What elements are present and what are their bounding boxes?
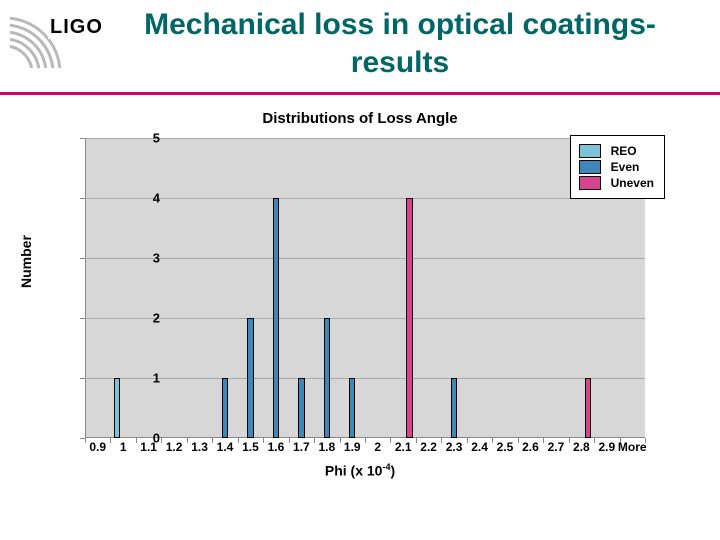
bar bbox=[273, 198, 279, 438]
bar bbox=[222, 378, 228, 438]
legend-swatch bbox=[579, 144, 601, 158]
x-tick-label: 2.8 bbox=[573, 440, 590, 454]
legend-item: Uneven bbox=[579, 176, 654, 190]
x-tick-mark bbox=[467, 438, 468, 443]
plot-area bbox=[85, 138, 645, 438]
y-tick-mark bbox=[80, 198, 85, 199]
x-tick-label: 2.2 bbox=[420, 440, 437, 454]
y-tick-mark bbox=[80, 378, 85, 379]
x-tick-label: 2.6 bbox=[522, 440, 539, 454]
bar bbox=[406, 198, 412, 438]
x-tick-mark bbox=[594, 438, 595, 443]
y-tick-label: 4 bbox=[130, 191, 160, 206]
bar bbox=[247, 318, 253, 438]
slide-title: Mechanical loss in optical coatings-resu… bbox=[120, 6, 680, 81]
y-tick-label: 2 bbox=[130, 311, 160, 326]
bar bbox=[349, 378, 355, 438]
x-tick-label: 1.8 bbox=[318, 440, 335, 454]
grid-line bbox=[85, 378, 645, 379]
header-rule bbox=[0, 92, 720, 95]
grid-line bbox=[85, 198, 645, 199]
x-tick-label: More bbox=[618, 440, 647, 454]
y-tick-label: 3 bbox=[130, 251, 160, 266]
x-tick-label: 2.7 bbox=[548, 440, 565, 454]
bar bbox=[451, 378, 457, 438]
x-tick-mark bbox=[569, 438, 570, 443]
x-tick-label: 1.1 bbox=[140, 440, 157, 454]
x-tick-mark bbox=[212, 438, 213, 443]
x-tick-label: 1.5 bbox=[242, 440, 259, 454]
x-tick-mark bbox=[161, 438, 162, 443]
x-tick-label: 0.9 bbox=[89, 440, 106, 454]
x-tick-label: 1.6 bbox=[268, 440, 285, 454]
legend-label: Uneven bbox=[611, 176, 654, 190]
legend-swatch bbox=[579, 176, 601, 190]
x-tick-mark bbox=[543, 438, 544, 443]
y-tick-label: 5 bbox=[130, 131, 160, 146]
y-tick-mark bbox=[80, 258, 85, 259]
grid-line bbox=[85, 318, 645, 319]
y-tick-mark bbox=[80, 138, 85, 139]
x-tick-mark bbox=[340, 438, 341, 443]
y-tick-mark bbox=[80, 318, 85, 319]
x-tick-mark bbox=[365, 438, 366, 443]
x-tick-label: 1.3 bbox=[191, 440, 208, 454]
x-tick-label: 1 bbox=[120, 440, 127, 454]
x-tick-label: 1.2 bbox=[166, 440, 183, 454]
loss-angle-chart: Distributions of Loss Angle Number REO E… bbox=[40, 110, 680, 490]
x-tick-mark bbox=[390, 438, 391, 443]
bar bbox=[298, 378, 304, 438]
x-tick-label: 1.7 bbox=[293, 440, 310, 454]
x-tick-label: 2.9 bbox=[598, 440, 615, 454]
legend: REO Even Uneven bbox=[570, 135, 665, 199]
x-tick-mark bbox=[187, 438, 188, 443]
slide-header: LIGO Mechanical loss in optical coatings… bbox=[0, 0, 720, 92]
y-tick-label: 1 bbox=[130, 371, 160, 386]
chart-title: Distributions of Loss Angle bbox=[40, 110, 680, 127]
x-tick-mark bbox=[416, 438, 417, 443]
x-tick-mark bbox=[263, 438, 264, 443]
bar bbox=[585, 378, 591, 438]
x-tick-mark bbox=[85, 438, 86, 443]
legend-label: REO bbox=[611, 144, 637, 158]
x-axis-title: Phi (x 10-4) bbox=[40, 462, 680, 479]
x-tick-mark bbox=[441, 438, 442, 443]
y-axis-title: Number bbox=[18, 235, 34, 288]
legend-item: REO bbox=[579, 144, 654, 158]
x-tick-label: 2.4 bbox=[471, 440, 488, 454]
grid-line bbox=[85, 138, 645, 139]
x-tick-label: 2 bbox=[374, 440, 381, 454]
x-tick-label: 2.1 bbox=[395, 440, 412, 454]
bar bbox=[324, 318, 330, 438]
legend-item: Even bbox=[579, 160, 654, 174]
y-axis-line bbox=[85, 138, 86, 438]
logo-text: LIGO bbox=[48, 16, 105, 39]
legend-label: Even bbox=[611, 160, 640, 174]
x-tick-mark bbox=[518, 438, 519, 443]
slide: LIGO Mechanical loss in optical coatings… bbox=[0, 0, 720, 540]
x-tick-label: 1.4 bbox=[217, 440, 234, 454]
x-tick-label: 2.5 bbox=[497, 440, 514, 454]
x-tick-label: 1.9 bbox=[344, 440, 361, 454]
grid-line bbox=[85, 258, 645, 259]
x-tick-mark bbox=[110, 438, 111, 443]
x-tick-label: 2.3 bbox=[446, 440, 463, 454]
bar bbox=[114, 378, 120, 438]
x-tick-mark bbox=[289, 438, 290, 443]
ligo-logo: LIGO bbox=[10, 8, 110, 68]
x-tick-mark bbox=[314, 438, 315, 443]
x-tick-mark bbox=[492, 438, 493, 443]
x-tick-mark bbox=[238, 438, 239, 443]
legend-swatch bbox=[579, 160, 601, 174]
